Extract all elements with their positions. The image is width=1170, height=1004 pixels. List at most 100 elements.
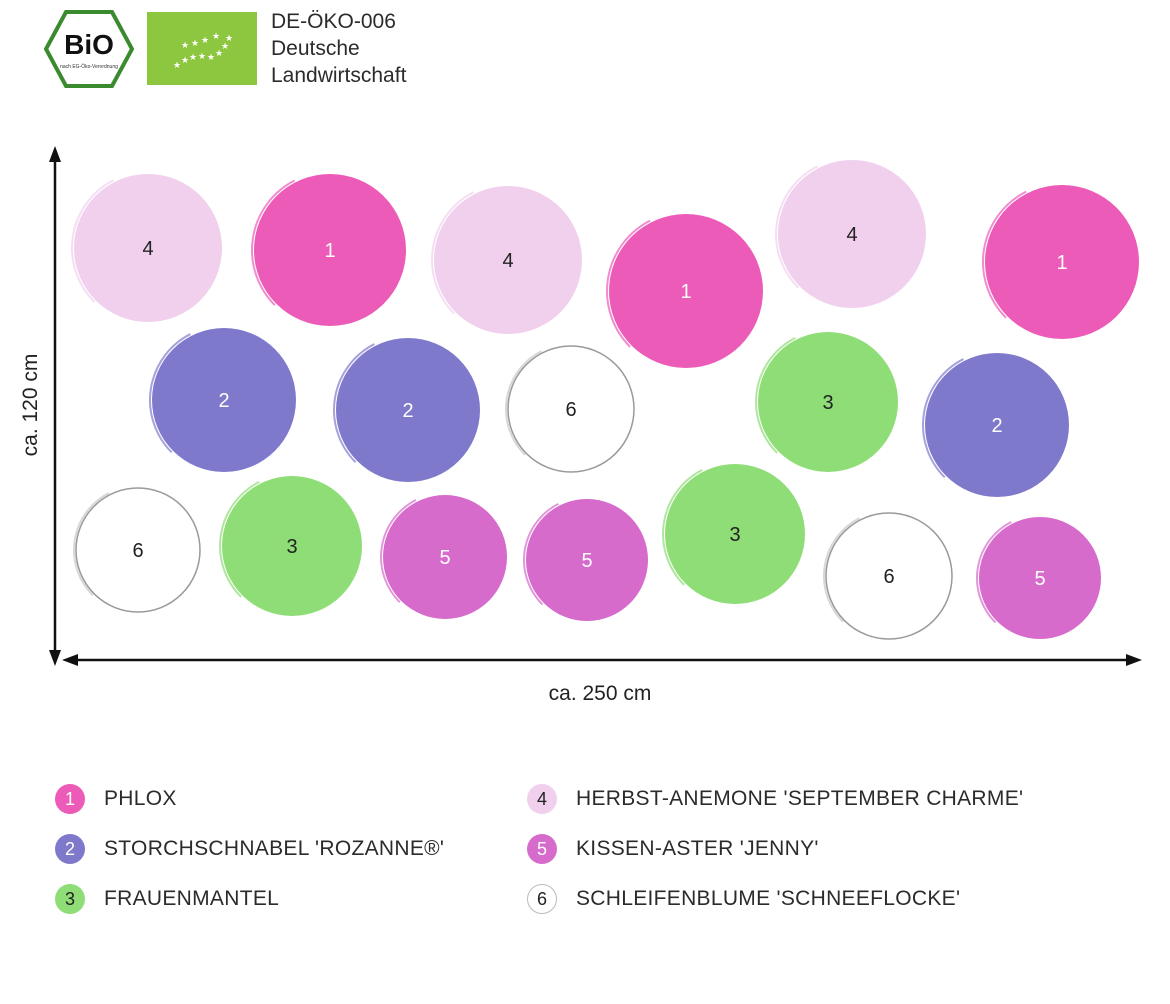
plant-brush-edge bbox=[505, 350, 542, 456]
plant-2: 2 bbox=[333, 338, 480, 482]
legend-label-3: FRAUENMANTEL bbox=[104, 887, 280, 910]
svg-text:★: ★ bbox=[225, 34, 233, 44]
legend-label-1: PHLOX bbox=[104, 787, 177, 810]
certification-text: DE-ÖKO-006 Deutsche Landwirtschaft bbox=[271, 8, 406, 89]
plant-6: 6 bbox=[505, 345, 635, 473]
plant-circle bbox=[336, 338, 480, 482]
height-label: ca. 120 cm bbox=[19, 354, 42, 457]
plant-circle bbox=[665, 464, 805, 604]
plant-circle bbox=[979, 517, 1101, 639]
bio-seal-text: BiO bbox=[64, 29, 114, 60]
width-dimension-arrow bbox=[62, 654, 1142, 666]
plant-circle bbox=[778, 160, 926, 308]
plant-5: 5 bbox=[523, 499, 648, 621]
legend-badge-6: 6 bbox=[527, 884, 557, 914]
legend-badge-1: 1 bbox=[55, 784, 85, 814]
plant-brush-edge bbox=[606, 219, 651, 348]
plant-3: 3 bbox=[662, 464, 805, 604]
bio-seal-logo: BiO nach EG-Öko-Verordnung bbox=[44, 10, 134, 88]
plant-number: 1 bbox=[680, 281, 691, 303]
plant-brush-edge bbox=[922, 358, 964, 479]
plant-brush-edge bbox=[662, 468, 703, 586]
svg-text:★: ★ bbox=[181, 41, 189, 51]
plant-brush-edge bbox=[823, 517, 860, 623]
plant-number: 2 bbox=[402, 400, 413, 422]
plant-circle bbox=[152, 328, 296, 472]
plant-number: 3 bbox=[822, 392, 833, 414]
plant-3: 3 bbox=[755, 332, 898, 472]
plant-number: 3 bbox=[286, 536, 297, 558]
width-label: ca. 250 cm bbox=[549, 682, 652, 705]
plant-2: 2 bbox=[922, 353, 1069, 497]
plant-number: 6 bbox=[565, 399, 576, 421]
plant-brush-edge bbox=[775, 165, 818, 289]
legend-item-6: 6 SCHLEIFENBLUME 'SCHNEEFLOCKE' bbox=[527, 882, 960, 916]
plant-brush-edge bbox=[755, 336, 796, 454]
plant-circle bbox=[222, 476, 362, 616]
plant-brush-edge bbox=[333, 343, 375, 464]
plant-4: 4 bbox=[71, 174, 222, 322]
plant-circle bbox=[74, 174, 222, 322]
eu-leaf-stars-icon: ★ ★ ★ ★ ★ ★ ★★★ ★ ★ ★ bbox=[173, 32, 233, 71]
plant-brush-edge bbox=[149, 333, 191, 454]
eu-organic-logo: ★ ★ ★ ★ ★ ★ ★ ★ ★ ★ ★ ★ bbox=[147, 12, 257, 85]
plant-number: 2 bbox=[218, 390, 229, 412]
plant-1: 1 bbox=[982, 185, 1139, 339]
plant-number: 5 bbox=[439, 547, 450, 569]
plant-number: 4 bbox=[502, 250, 513, 272]
legend-item-3: 3 FRAUENMANTEL bbox=[55, 882, 279, 916]
plant-circle bbox=[985, 185, 1139, 339]
plant-brush-edge bbox=[976, 520, 1012, 624]
plant-circle bbox=[758, 332, 898, 472]
cert-line-2: Deutsche bbox=[271, 37, 360, 60]
plant-number: 1 bbox=[324, 240, 335, 262]
plant-brush-edge bbox=[219, 480, 260, 598]
svg-text:★: ★ bbox=[201, 36, 209, 46]
svg-text:★: ★ bbox=[173, 61, 181, 71]
plant-6: 6 bbox=[73, 487, 201, 613]
plant-number: 2 bbox=[991, 415, 1002, 437]
plant-brush-edge bbox=[982, 190, 1027, 319]
plant-4: 4 bbox=[431, 186, 582, 334]
plant-2: 2 bbox=[149, 328, 296, 472]
svg-text:★: ★ bbox=[191, 39, 199, 49]
plant-circle bbox=[825, 512, 953, 640]
plant-brush-edge bbox=[380, 499, 417, 603]
plant-number: 3 bbox=[729, 524, 740, 546]
plant-5: 5 bbox=[976, 517, 1101, 639]
svg-text:★: ★ bbox=[198, 52, 206, 62]
plant-circle bbox=[75, 487, 201, 613]
legend-badge-2: 2 bbox=[55, 834, 85, 864]
plant-brush-edge bbox=[73, 492, 110, 596]
legend-item-4: 4 HERBST-ANEMONE 'SEPTEMBER CHARME' bbox=[527, 782, 1023, 816]
plant-6: 6 bbox=[823, 512, 953, 640]
legend-badge-5: 5 bbox=[527, 834, 557, 864]
plant-5: 5 bbox=[380, 495, 507, 619]
svg-text:★: ★ bbox=[215, 49, 223, 59]
plant-circle bbox=[609, 214, 763, 368]
plant-number: 6 bbox=[132, 540, 143, 562]
legend-badge-4: 4 bbox=[527, 784, 557, 814]
plant-circle bbox=[383, 495, 507, 619]
plant-1: 1 bbox=[606, 214, 763, 368]
height-dimension-arrow bbox=[49, 146, 61, 666]
plant-3: 3 bbox=[219, 476, 362, 616]
plant-circle bbox=[526, 499, 648, 621]
legend-label-4: HERBST-ANEMONE 'SEPTEMBER CHARME' bbox=[576, 787, 1024, 810]
plant-number: 4 bbox=[142, 238, 153, 260]
svg-text:★: ★ bbox=[221, 42, 229, 52]
legend-label-6: SCHLEIFENBLUME 'SCHNEEFLOCKE' bbox=[576, 887, 961, 910]
legend-item-2: 2 STORCHSCHNABEL 'ROZANNE®' bbox=[55, 832, 444, 866]
plant-4: 4 bbox=[775, 160, 926, 308]
svg-text:★: ★ bbox=[212, 32, 220, 42]
plant-number: 4 bbox=[846, 224, 857, 246]
svg-text:★: ★ bbox=[189, 53, 197, 63]
plant-circle bbox=[507, 345, 635, 473]
plant-brush-edge bbox=[523, 502, 559, 606]
legend-label-2: STORCHSCHNABEL 'ROZANNE®' bbox=[104, 837, 445, 860]
svg-text:★: ★ bbox=[207, 53, 215, 63]
legend-badge-3: 3 bbox=[55, 884, 85, 914]
plant-circle bbox=[434, 186, 582, 334]
legend-item-1: 1 PHLOX bbox=[55, 782, 177, 816]
